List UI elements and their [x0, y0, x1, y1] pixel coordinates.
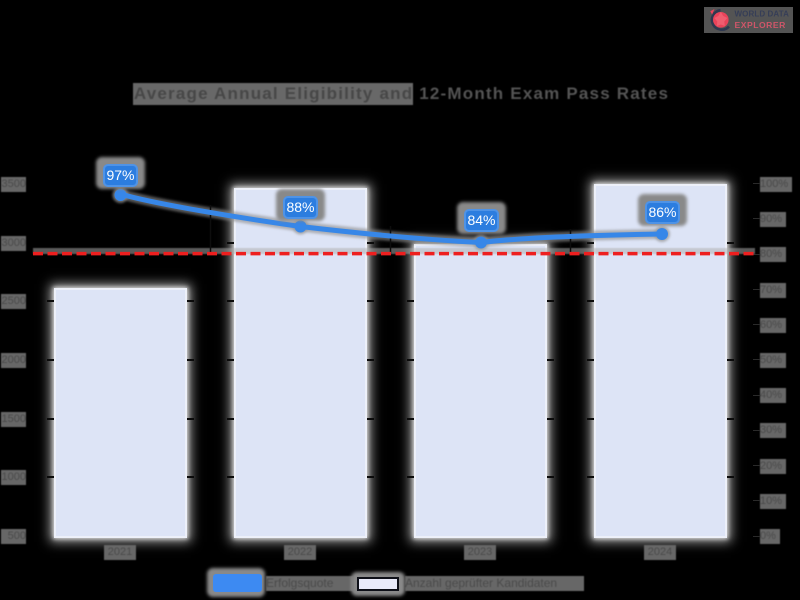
svg-text:EXPLORER: EXPLORER [735, 20, 787, 30]
svg-text:WORLD DATA: WORLD DATA [735, 10, 790, 19]
